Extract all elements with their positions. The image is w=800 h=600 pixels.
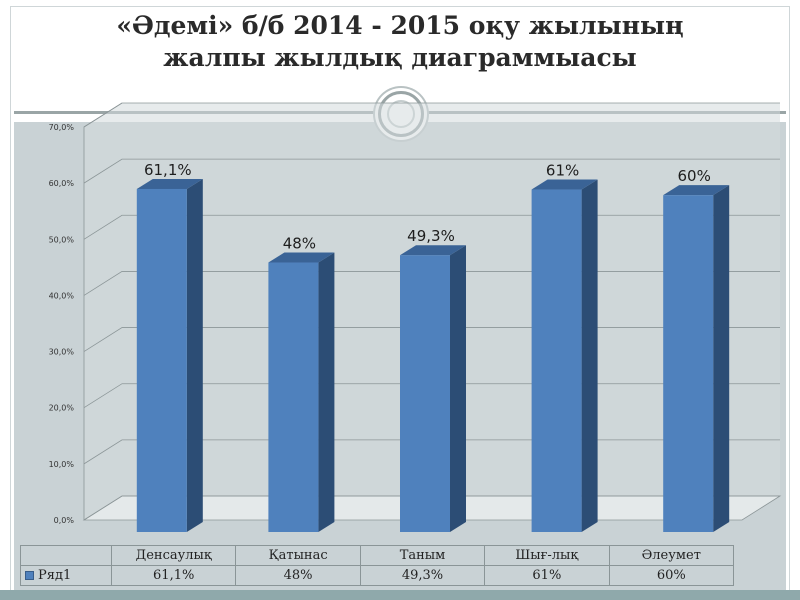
chart-title-line-2: жалпы жылдық диаграммыасы <box>163 43 637 72</box>
gridline <box>83 158 780 184</box>
y-tick-label: 40,0% <box>49 291 75 300</box>
y-tick-label: 10,0% <box>49 460 75 469</box>
bar <box>268 262 319 532</box>
bar-top <box>663 185 730 196</box>
data-label: 61,1% <box>144 161 192 179</box>
bar <box>400 255 450 533</box>
table-value-cell: 61,1% <box>110 565 237 586</box>
bar-side <box>450 245 466 533</box>
bar <box>531 189 582 532</box>
table-category-cell: Таным <box>359 545 486 566</box>
y-tick-label: 60,0% <box>49 179 75 188</box>
chart-title-line-1: «Әдемі» б/б 2014 - 2015 оқу жылының <box>116 11 684 40</box>
table-category-cell: Қатынас <box>235 545 361 566</box>
bar-top <box>268 252 335 263</box>
y-tick-label: 0,0% <box>54 516 75 525</box>
bar-side <box>318 252 335 532</box>
table-corner-cell <box>20 545 112 566</box>
bar-side <box>186 178 203 532</box>
table-value-cell: 60% <box>608 565 735 586</box>
y-axis <box>83 102 123 520</box>
chart-title: «Әдемі» б/б 2014 - 2015 оқу жылының жалп… <box>0 10 800 74</box>
table-value-cell: 49,3% <box>359 565 486 586</box>
bar-side <box>581 179 598 532</box>
bar <box>136 188 187 532</box>
table-category-cell: Шығ-лық <box>484 545 610 566</box>
table-row: Ряд1 61,1% 48% 49,3% 61% 60% <box>20 565 735 586</box>
bar <box>663 195 714 532</box>
bottom-band <box>0 590 800 600</box>
data-label: 60% <box>678 167 711 185</box>
table-value-cell: 48% <box>235 565 361 586</box>
bar-top <box>531 179 598 190</box>
table-header-row: Денсаулық Қатынас Таным Шығ-лық Әлеумет <box>20 545 735 566</box>
y-tick-label: 30,0% <box>49 348 75 357</box>
table-category-cell: Денсаулық <box>110 545 237 566</box>
y-tick-label: 20,0% <box>49 404 75 413</box>
legend-cell: Ряд1 <box>20 565 112 586</box>
bar-side <box>713 185 730 532</box>
bar-top <box>400 245 466 256</box>
y-tick-label: 50,0% <box>49 235 75 244</box>
data-label: 49,3% <box>407 227 455 245</box>
data-label: 61% <box>546 162 579 180</box>
y-tick-label: 70,0% <box>49 123 75 132</box>
data-label: 48% <box>283 235 316 253</box>
legend-key-icon <box>25 571 34 580</box>
chart-data-table: Денсаулық Қатынас Таным Шығ-лық Әлеумет … <box>20 545 735 586</box>
series-name: Ряд1 <box>38 568 72 583</box>
table-category-cell: Әлеумет <box>608 545 735 566</box>
table-value-cell: 61% <box>484 565 610 586</box>
bar-top <box>136 178 203 189</box>
